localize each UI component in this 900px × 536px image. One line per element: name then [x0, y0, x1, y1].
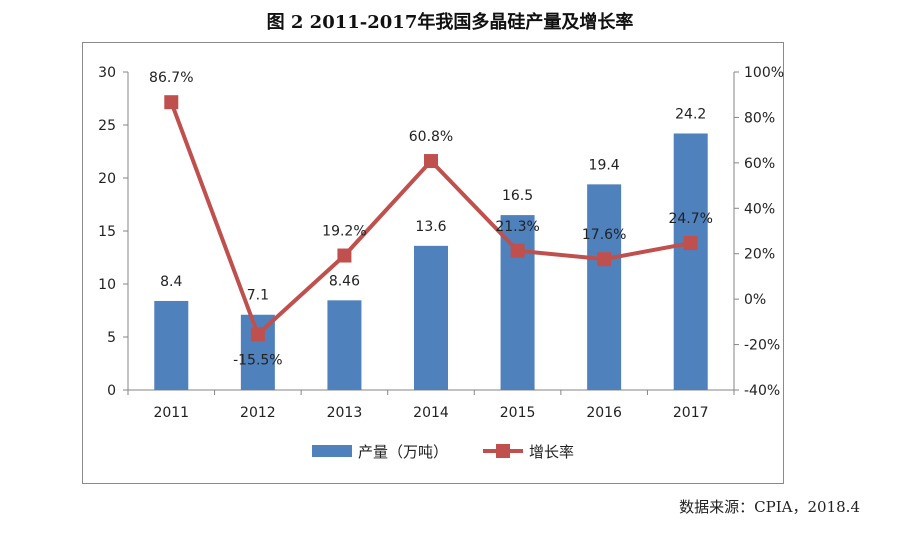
production-data-label: 19.4: [589, 157, 620, 173]
left-axis-tick-label: 20: [98, 171, 116, 187]
growth-rate-marker: [250, 327, 265, 342]
x-axis-tick-label: 2017: [673, 405, 709, 421]
growth-rate-marker: [683, 236, 698, 251]
growth-rate-data-label: -15.5%: [233, 352, 283, 368]
legend-growth-marker: [496, 444, 510, 458]
x-axis-tick-label: 2016: [586, 405, 622, 421]
production-bar: [587, 184, 622, 390]
growth-rate-data-label: 17.6%: [582, 227, 626, 243]
production-bar: [500, 215, 535, 390]
legend-production-label: 产量（万吨）: [358, 443, 448, 461]
production-bar: [240, 314, 275, 390]
growth-rate-marker: [424, 154, 438, 169]
right-axis-tick-label: 80%: [744, 110, 775, 126]
right-axis-tick-label: -40%: [744, 383, 780, 399]
production-bar: [414, 245, 448, 390]
left-axis-tick-label: 15: [98, 224, 116, 240]
right-axis-tick-label: 0%: [744, 292, 766, 308]
production-bar: [327, 300, 362, 390]
growth-rate-marker: [164, 95, 179, 110]
left-axis-tick-label: 0: [107, 383, 116, 399]
x-axis-tick-label: 2014: [413, 405, 449, 421]
right-axis-tick-label: 20%: [744, 247, 775, 263]
growth-rate-data-label: 86.7%: [149, 70, 193, 86]
production-bar: [154, 300, 189, 390]
growth-rate-marker: [597, 252, 612, 267]
growth-rate-data-label: 21.3%: [495, 219, 539, 235]
production-data-label: 7.1: [247, 288, 269, 304]
data-source: 数据来源：CPIA，2018.4: [679, 498, 860, 516]
growth-rate-data-label: 19.2%: [322, 224, 366, 240]
legend-growth-label: 增长率: [529, 443, 574, 461]
chart-title: 图 2 2011-2017年我国多晶硅产量及增长率: [266, 12, 634, 33]
production-data-label: 8.4: [160, 274, 182, 290]
production-data-label: 24.2: [675, 106, 706, 122]
growth-rate-data-label: 24.7%: [668, 211, 712, 227]
left-axis-tick-label: 25: [98, 118, 116, 134]
right-axis-tick-label: 60%: [744, 156, 775, 172]
growth-rate-data-label: 60.8%: [409, 129, 453, 145]
growth-rate-marker: [337, 248, 352, 263]
left-axis-tick-label: 5: [107, 330, 116, 346]
growth-rate-marker: [510, 243, 525, 258]
production-bar: [673, 133, 708, 391]
x-axis-tick-label: 2011: [153, 405, 189, 421]
right-axis-tick-label: -20%: [744, 338, 780, 354]
legend-production-swatch: [312, 445, 352, 457]
production-data-label: 16.5: [502, 188, 533, 204]
production-data-label: 8.46: [329, 273, 360, 289]
production-data-label: 13.6: [415, 219, 446, 235]
x-axis-tick-label: 2015: [500, 405, 536, 421]
left-axis-tick-label: 10: [98, 277, 116, 293]
left-axis-tick-label: 30: [98, 65, 116, 81]
right-axis-tick-label: 40%: [744, 201, 775, 217]
chart-frame: [82, 42, 784, 484]
x-axis-tick-label: 2012: [240, 405, 276, 421]
right-axis-tick-label: 100%: [744, 65, 784, 81]
x-axis-tick-label: 2013: [327, 405, 363, 421]
